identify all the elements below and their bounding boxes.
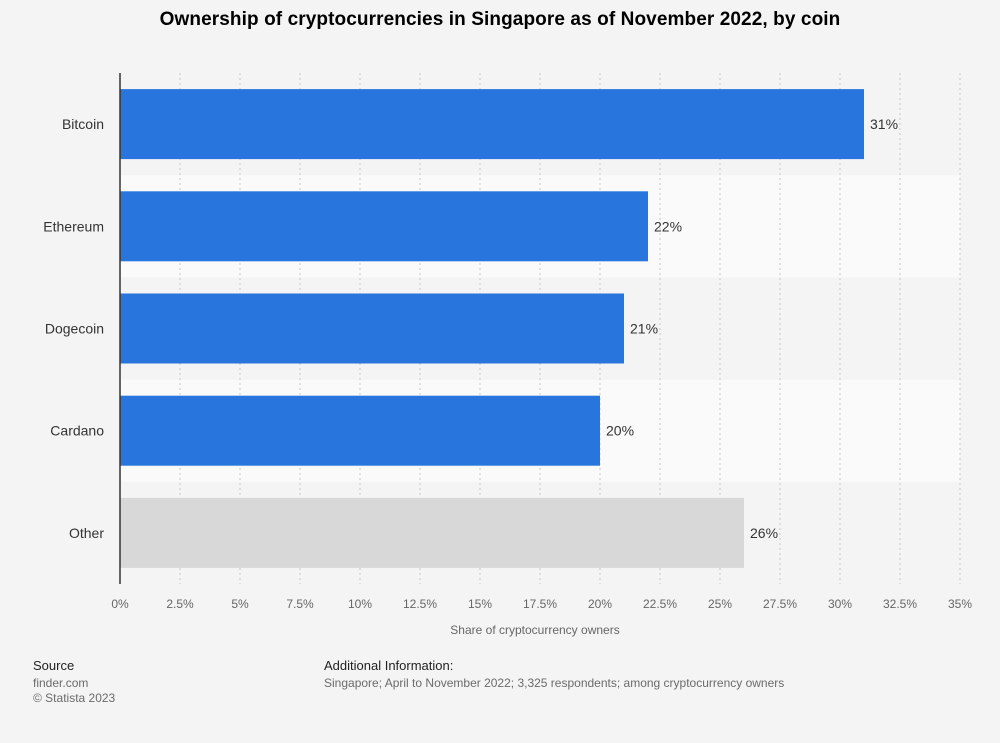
x-tick-label: 25% [708,597,732,611]
additional-info-text: Singapore; April to November 2022; 3,325… [324,676,785,690]
value-label-dogecoin: 21% [630,321,658,337]
source-heading: Source [33,658,75,673]
bar-other [120,497,744,568]
bar-ethereum [120,191,648,262]
category-label-cardano: Cardano [50,423,104,439]
category-label-dogecoin: Dogecoin [45,321,104,337]
bar-cardano [120,395,600,466]
x-tick-label: 2.5% [166,597,194,611]
x-tick-label: 7.5% [286,597,314,611]
x-tick-label: 17.5% [523,597,557,611]
value-label-ethereum: 22% [654,218,682,234]
category-label-other: Other [69,525,104,541]
x-tick-label: 22.5% [643,597,677,611]
x-tick-label: 35% [948,597,972,611]
bar-bitcoin [120,89,864,160]
value-label-bitcoin: 31% [870,116,898,132]
x-tick-label: 15% [468,597,492,611]
category-label-bitcoin: Bitcoin [62,116,104,132]
value-label-other: 26% [750,525,778,541]
x-tick-label: 10% [348,597,372,611]
category-label-ethereum: Ethereum [43,218,104,234]
source-line-2: © Statista 2023 [33,691,116,705]
x-tick-label: 5% [231,597,249,611]
bar-dogecoin [120,293,624,364]
x-tick-label: 32.5% [883,597,917,611]
x-tick-label: 27.5% [763,597,797,611]
source-line-1[interactable]: finder.com [33,676,89,690]
additional-info-heading: Additional Information: [324,658,454,673]
x-tick-label: 12.5% [403,597,437,611]
x-tick-label: 0% [111,597,129,611]
x-tick-label: 30% [828,597,852,611]
value-label-cardano: 20% [606,423,634,439]
x-tick-label: 20% [588,597,612,611]
chart-title: Ownership of cryptocurrencies in Singapo… [159,9,841,30]
x-axis-title: Share of cryptocurrency owners [450,623,619,637]
